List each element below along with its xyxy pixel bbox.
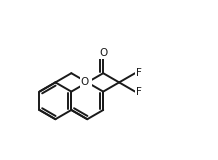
Text: O: O: [81, 77, 89, 87]
Text: N: N: [83, 77, 91, 87]
Text: F: F: [136, 68, 142, 78]
Text: F: F: [136, 87, 142, 97]
Text: O: O: [99, 48, 107, 58]
